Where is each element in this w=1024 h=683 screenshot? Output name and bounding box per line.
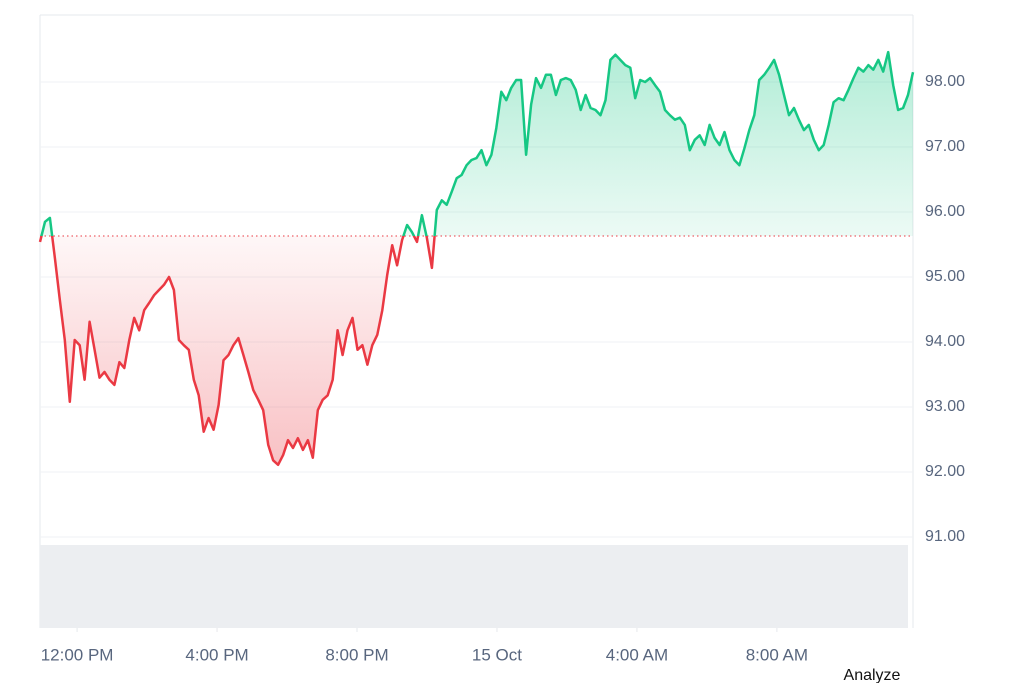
y-tick-label: 96.00 xyxy=(925,203,965,220)
x-tick-label: 4:00 PM xyxy=(185,645,248,664)
y-tick-label: 95.00 xyxy=(925,268,965,285)
x-tick-label: 15 Oct xyxy=(472,645,522,664)
volume-area xyxy=(40,545,908,628)
price-line xyxy=(38,50,915,467)
x-tick-label: 12:00 PM xyxy=(41,645,114,664)
analyze-button[interactable]: Analyze xyxy=(844,667,901,683)
y-tick-label: 98.00 xyxy=(925,73,965,90)
y-tick-label: 94.00 xyxy=(925,333,965,350)
area xyxy=(40,52,913,465)
y-tick-label: 91.00 xyxy=(925,528,965,545)
x-tick-label: 8:00 AM xyxy=(746,645,808,664)
x-tick-label: 4:00 AM xyxy=(606,645,668,664)
y-tick-label: 92.00 xyxy=(925,463,965,480)
x-tick-label: 8:00 PM xyxy=(325,645,388,664)
y-tick-label: 93.00 xyxy=(925,398,965,415)
y-tick-label: 97.00 xyxy=(925,138,965,155)
